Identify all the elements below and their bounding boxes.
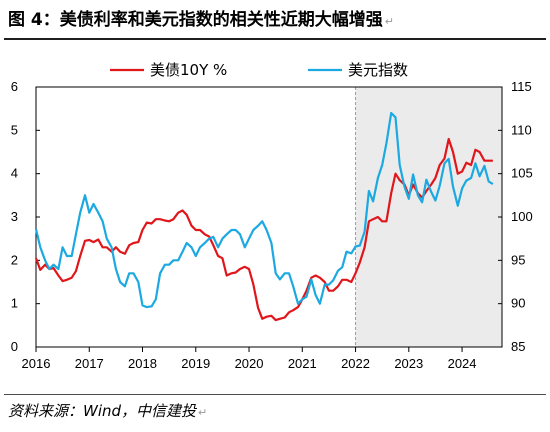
series-line-dxy (34, 111, 494, 309)
right-tick-label: 95 (511, 252, 525, 267)
axis-layer: 0 1 2 3 4 5 6 85 90 95 100 105 110 115 2016 2017 2018 201… (11, 79, 533, 371)
x-tick-label: 2017 (75, 356, 104, 371)
right-tick-label: 85 (511, 339, 525, 354)
x-tick-label: 2019 (181, 356, 210, 371)
left-tick-label: 0 (11, 339, 18, 354)
legend: 美债10Y % 美元指数 (110, 61, 408, 79)
x-tick-label: 2023 (394, 356, 423, 371)
left-tick-label: 3 (11, 209, 18, 224)
right-tick-label: 115 (511, 79, 532, 94)
shaded-region (355, 87, 502, 347)
right-tick-label: 90 (511, 296, 525, 311)
left-tick-label: 5 (11, 122, 18, 137)
right-tick-label: 100 (511, 209, 533, 224)
x-tick-label: 2016 (22, 356, 51, 371)
x-tick-label: 2021 (288, 356, 317, 371)
x-tick-label: 2020 (235, 356, 264, 371)
right-tick-label: 110 (511, 122, 532, 137)
series-layer (34, 111, 494, 322)
legend-label: 美元指数 (348, 61, 408, 79)
left-tick-label: 4 (11, 166, 18, 181)
figure-title: 图 4：美债利率和美元指数的相关性近期大幅增强 ↵ (8, 10, 394, 30)
left-tick-label: 6 (11, 79, 18, 94)
x-tick-label: 2022 (341, 356, 370, 371)
left-tick-label: 2 (11, 252, 18, 267)
title-rule (4, 38, 546, 40)
legend-label: 美债10Y % (150, 61, 227, 79)
shade-layer (355, 87, 502, 347)
left-tick-label: 1 (11, 296, 18, 311)
x-tick-label: 2018 (128, 356, 157, 371)
source-note: 资料来源：Wind，中信建投 ↵ (8, 402, 208, 420)
x-tick-label: 2024 (448, 356, 477, 371)
source-rule (4, 394, 546, 395)
right-tick-label: 105 (511, 166, 533, 181)
line-chart: 0 1 2 3 4 5 6 85 90 95 100 105 110 115 2016 2017 2018 201… (11, 61, 533, 371)
